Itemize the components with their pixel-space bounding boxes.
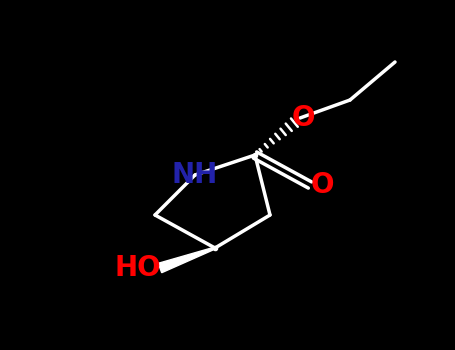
Polygon shape [158, 247, 215, 273]
Text: HO: HO [115, 254, 162, 282]
Text: O: O [291, 104, 315, 132]
Text: O: O [310, 171, 334, 199]
Text: NH: NH [172, 161, 218, 189]
